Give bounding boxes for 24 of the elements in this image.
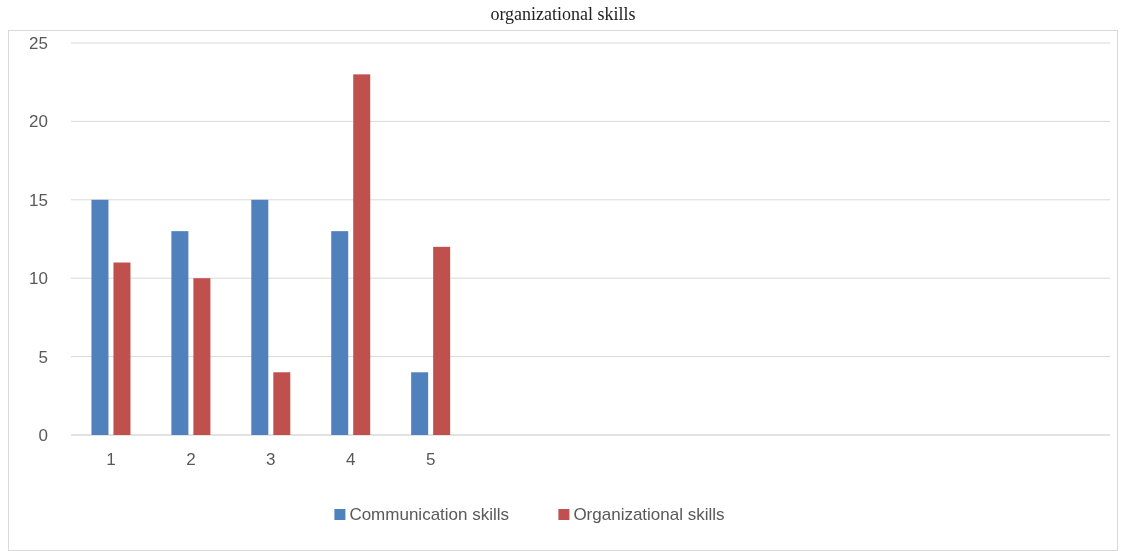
bar	[251, 199, 269, 435]
bar	[331, 231, 349, 435]
legend-label: Organizational skills	[573, 505, 725, 524]
y-tick-label: 25	[29, 33, 48, 53]
x-tick-label: 3	[266, 450, 276, 469]
bar	[113, 262, 131, 435]
x-tick-label: 4	[346, 450, 356, 469]
x-tick-label: 1	[106, 450, 116, 469]
bar	[91, 199, 109, 435]
y-tick-label: 20	[29, 112, 48, 132]
chart-title: organizational skills	[490, 4, 636, 24]
y-tick-label: 15	[29, 190, 48, 210]
y-tick-label: 10	[29, 269, 48, 289]
bar	[273, 372, 291, 435]
y-tick-label: 5	[38, 347, 48, 367]
x-tick-label: 2	[186, 450, 196, 469]
x-tick-label: 5	[425, 450, 436, 469]
legend-label: Communication skills	[349, 505, 510, 524]
bar	[411, 372, 429, 435]
bar	[171, 231, 189, 435]
y-tick-label: 0	[38, 425, 48, 445]
bar	[433, 246, 451, 435]
bar	[353, 74, 371, 435]
bar	[193, 278, 211, 435]
